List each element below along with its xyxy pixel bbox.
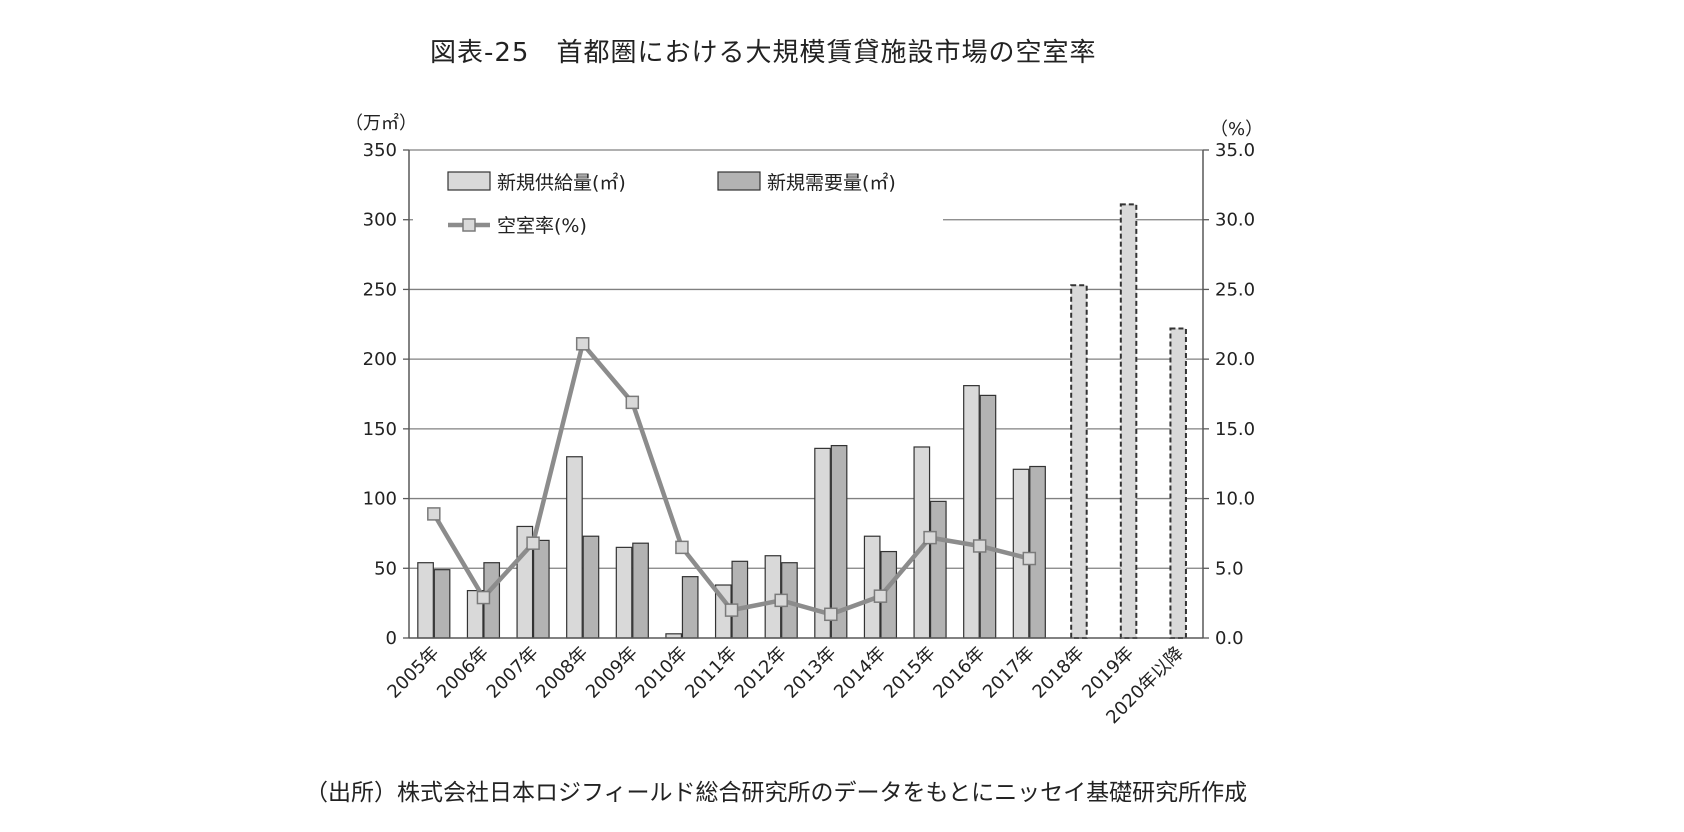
x-tick-label: 2008年 xyxy=(532,643,592,703)
x-tick-label: 2005年 xyxy=(383,643,443,703)
demand-bar xyxy=(681,576,699,639)
right-tick-label: 20.0 xyxy=(1215,349,1255,370)
supply-bar xyxy=(417,562,434,639)
vacancy-point xyxy=(972,539,987,553)
legend-supply-swatch xyxy=(447,171,491,191)
right-tick-label: 0.0 xyxy=(1215,628,1244,649)
demand-bar xyxy=(532,539,550,639)
left-tick-label: 150 xyxy=(363,419,397,440)
vacancy-point xyxy=(675,540,689,555)
x-tick-label: 2014年 xyxy=(830,643,890,703)
legend-demand-label: 新規需要量(㎡) xyxy=(767,171,896,194)
right-tick-label: 25.0 xyxy=(1215,279,1255,300)
x-tick-label: 2010年 xyxy=(632,643,692,703)
demand-bar xyxy=(929,500,947,639)
x-tick-label: 2015年 xyxy=(880,643,940,703)
vacancy-point xyxy=(427,507,441,521)
vacancy-point xyxy=(724,603,739,617)
right-tick-label: 35.0 xyxy=(1215,140,1255,161)
supply-bar xyxy=(566,456,583,639)
left-tick-label: 200 xyxy=(363,349,397,370)
legend-vacancy-label: 空室率(%) xyxy=(497,215,587,237)
supply-bar xyxy=(1070,284,1088,639)
left-tick-label: 250 xyxy=(363,279,397,300)
right-tick-label: 10.0 xyxy=(1215,489,1255,510)
left-tick-label: 50 xyxy=(374,558,397,579)
vacancy-point xyxy=(1022,551,1037,566)
vacancy-point xyxy=(476,590,491,605)
supply-bar xyxy=(1169,327,1187,639)
demand-bar xyxy=(979,394,997,639)
legend-vacancy-marker xyxy=(462,218,476,232)
vacancy-point xyxy=(575,337,590,351)
x-tick-label: 2018年 xyxy=(1029,643,1089,703)
legend-supply-label: 新規供給量(㎡) xyxy=(497,171,626,194)
vacancy-point xyxy=(923,530,937,545)
vacancy-point xyxy=(824,607,838,622)
vacancy-point xyxy=(873,589,888,603)
x-tick-label: 2006年 xyxy=(433,643,493,703)
right-tick-label: 5.0 xyxy=(1215,558,1244,579)
legend-background xyxy=(413,156,943,240)
left-tick-label: 100 xyxy=(363,489,397,510)
demand-bar xyxy=(731,560,749,639)
legend-demand-swatch xyxy=(717,171,761,191)
x-tick-label: 2013年 xyxy=(780,643,840,703)
vacancy-point xyxy=(774,593,788,608)
left-axis-unit: （万㎡） xyxy=(345,112,417,134)
demand-bar xyxy=(632,542,649,639)
demand-bar xyxy=(433,569,451,639)
supply-bar xyxy=(963,385,980,639)
right-axis-unit: （%） xyxy=(1210,119,1263,140)
x-tick-label: 2007年 xyxy=(483,643,543,703)
left-tick-label: 350 xyxy=(363,140,397,161)
supply-bar xyxy=(1119,203,1138,639)
x-tick-label: 2009年 xyxy=(582,643,642,703)
x-tick-label: 2016年 xyxy=(929,643,989,703)
chart-title: 図表-25 首都圏における大規模賃貸施設市場の空室率 xyxy=(430,38,1097,68)
demand-bar xyxy=(582,535,600,639)
left-tick-label: 0 xyxy=(386,628,397,649)
right-tick-label: 15.0 xyxy=(1215,419,1255,440)
supply-bar xyxy=(615,546,633,639)
x-tick-label: 2017年 xyxy=(979,643,1039,703)
x-tick-label: 2012年 xyxy=(731,643,791,703)
x-tick-label: 2011年 xyxy=(681,643,741,703)
right-tick-label: 30.0 xyxy=(1215,210,1255,231)
supply-bar xyxy=(863,535,881,639)
vacancy-point xyxy=(526,536,540,550)
vacancy-point xyxy=(625,395,640,410)
left-tick-label: 300 xyxy=(363,210,397,231)
source-note: （出所）株式会社日本ロジフィールド総合研究所のデータをもとにニッセイ基礎研究所作… xyxy=(305,780,1248,806)
